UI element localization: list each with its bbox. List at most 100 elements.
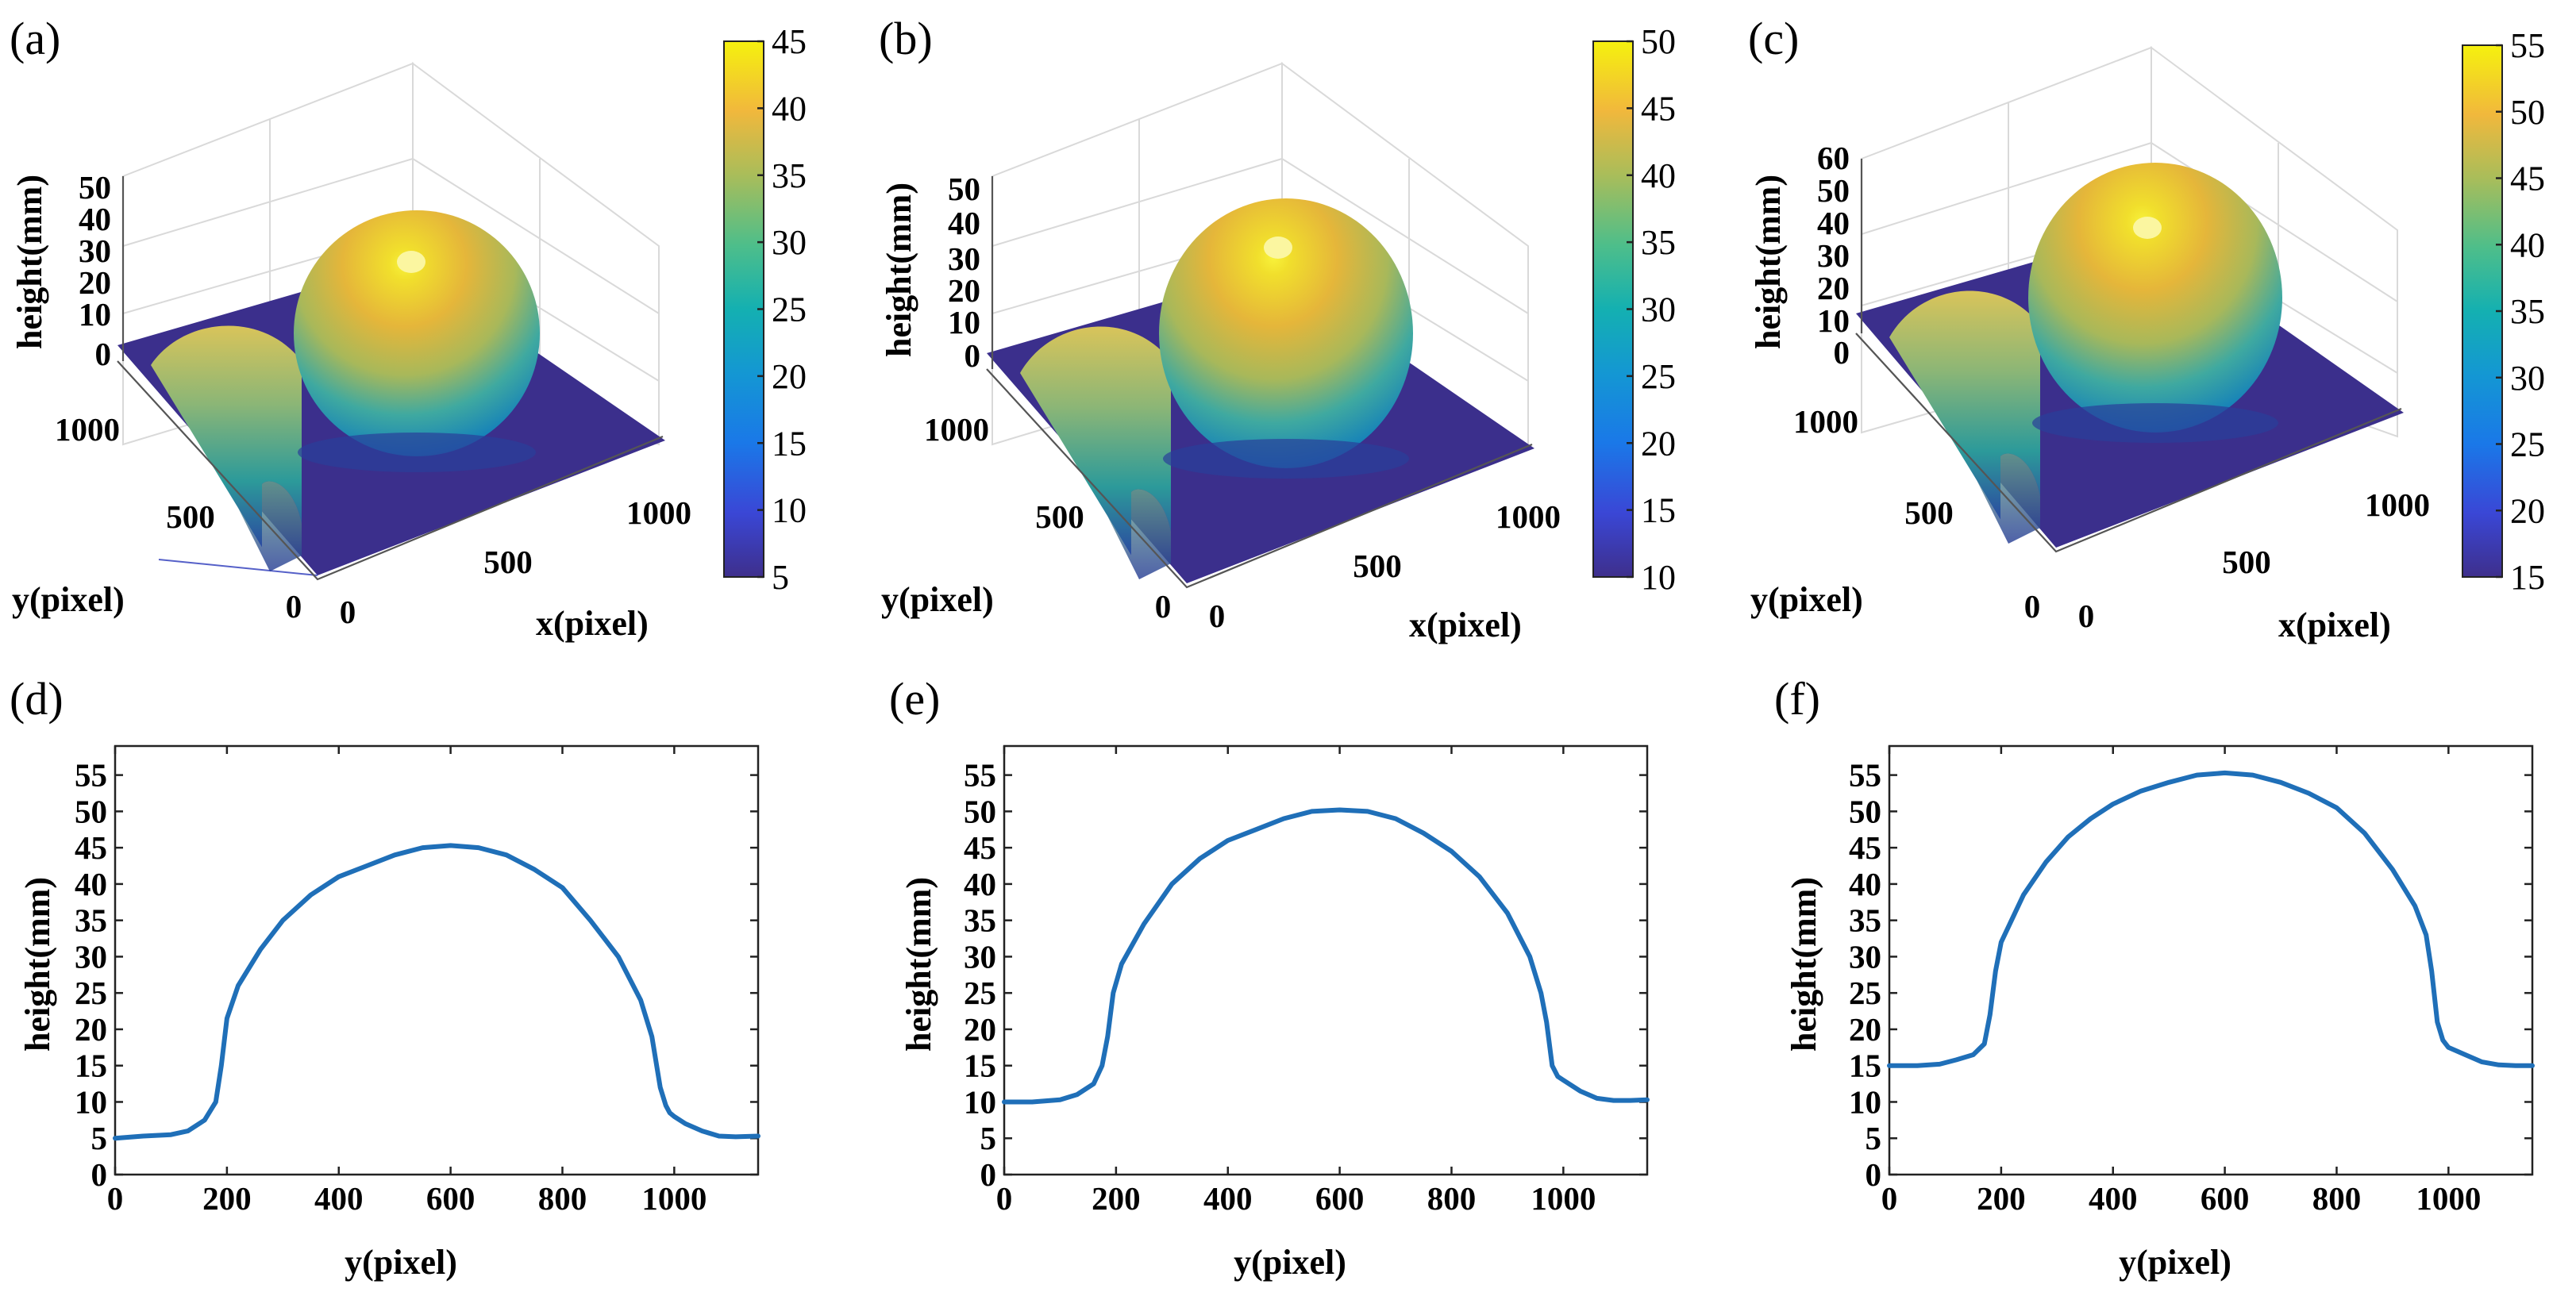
y-tick-label: 30 xyxy=(964,938,996,975)
x-tick-label: 200 xyxy=(1092,1180,1141,1217)
colorbar-tick-label: 10 xyxy=(772,491,807,530)
y-tick: 0 xyxy=(286,588,302,625)
z-tick: 20 xyxy=(948,272,980,309)
x-tick: 1000 xyxy=(1496,498,1561,535)
surface-plot xyxy=(986,62,1534,589)
z-tick: 20 xyxy=(79,264,111,301)
y-tick-label: 15 xyxy=(964,1048,996,1084)
panel-a: (a) 0 10 20 xyxy=(10,13,807,643)
colorbar-tick-label: 15 xyxy=(2510,558,2545,597)
y-tick: 500 xyxy=(1904,494,1954,531)
y-tick-label: 20 xyxy=(964,1011,996,1048)
colorbar: 10 15 20 25 30 35 40 45 50 xyxy=(1592,22,1676,597)
z-axis-title: height(mm) xyxy=(880,183,918,357)
y-tick-label: 55 xyxy=(964,757,996,794)
x-axis-title: x(pixel) xyxy=(1409,606,1522,644)
surface-arch xyxy=(1020,326,1171,556)
x-tick: 0 xyxy=(2078,598,2095,634)
colorbar-ticks: 10 15 20 25 30 35 40 45 50 xyxy=(1627,22,1676,597)
z-axis-title: height(mm) xyxy=(10,175,49,349)
x-axis-title: x(pixel) xyxy=(536,604,649,643)
surface-dome xyxy=(2028,163,2282,433)
y-tick-label: 30 xyxy=(1849,938,1881,975)
surface-plot xyxy=(1855,46,2404,553)
colorbar-tick-label: 35 xyxy=(2510,292,2545,331)
x-tick-label: 1000 xyxy=(641,1180,707,1217)
z-tick: 40 xyxy=(1817,205,1850,241)
colorbar-tick-label: 25 xyxy=(772,290,807,329)
x-tick-label: 200 xyxy=(1977,1180,2026,1217)
x-axis-title: y(pixel) xyxy=(1234,1243,1346,1282)
x-tick: 1000 xyxy=(626,494,691,531)
x-tick-label: 1000 xyxy=(1531,1180,1596,1217)
colorbar-tick-label: 5 xyxy=(772,558,789,597)
colorbar-tick-label: 30 xyxy=(2510,359,2545,398)
y-tick-label: 25 xyxy=(1849,975,1881,1011)
colorbar-tick-label: 40 xyxy=(2510,225,2545,264)
colorbar-tick-label: 10 xyxy=(1641,558,1676,597)
colorbar-tick-label: 45 xyxy=(2510,160,2545,198)
colorbar: 15 20 25 30 35 40 45 50 55 xyxy=(2462,26,2545,597)
y-axis-title: y(pixel) xyxy=(1750,580,1863,619)
x-axis-title: y(pixel) xyxy=(345,1243,457,1282)
height-profile-line xyxy=(1002,807,1650,1105)
y-tick-label: 10 xyxy=(964,1083,996,1120)
z-tick: 40 xyxy=(79,201,111,237)
y-tick-label: 0 xyxy=(980,1156,997,1193)
y-tick-label: 45 xyxy=(1849,829,1881,866)
y-tick-label: 50 xyxy=(75,793,107,829)
colorbar-tick-label: 20 xyxy=(1641,424,1676,463)
y-tick-label: 5 xyxy=(1866,1120,1882,1156)
panel-label: (f) xyxy=(1774,673,1820,725)
y-tick-label: 35 xyxy=(964,902,996,939)
z-tick: 50 xyxy=(1817,172,1850,209)
y-tick-label: 55 xyxy=(1849,757,1881,794)
height-profile-line xyxy=(113,843,760,1141)
x-tick-label: 400 xyxy=(314,1180,364,1217)
colorbar-gradient xyxy=(1592,40,1634,578)
z-axis-title: height(mm) xyxy=(1749,175,1788,349)
colorbar-tick-label: 20 xyxy=(772,357,807,396)
y-tick: 500 xyxy=(1035,498,1084,535)
y-tick: 500 xyxy=(166,498,215,535)
colorbar-tick-label: 50 xyxy=(2510,93,2545,132)
x-tick-label: 200 xyxy=(202,1180,252,1217)
x-ticks: 0 500 1000 xyxy=(1209,498,1561,634)
colorbar-tick-label: 40 xyxy=(1641,156,1676,195)
y-tick-label: 40 xyxy=(1849,866,1881,902)
x-tick-label: 600 xyxy=(426,1180,476,1217)
surface-plot xyxy=(117,62,665,581)
z-ticks: 0 10 20 30 40 50 xyxy=(948,171,980,374)
colorbar-ticks: 15 20 25 30 35 40 45 50 55 xyxy=(2496,26,2545,597)
z-tick: 30 xyxy=(79,233,111,269)
y-tick-label: 25 xyxy=(75,975,107,1011)
y-tick-label: 25 xyxy=(964,975,996,1011)
colorbar-ticks: 5 10 15 20 25 30 35 40 45 xyxy=(757,22,807,597)
x-tick-label: 400 xyxy=(2089,1180,2138,1217)
x-tick-label: 800 xyxy=(1427,1180,1477,1217)
y-axis-title: height(mm) xyxy=(18,877,57,1052)
y-tick-label: 20 xyxy=(75,1011,107,1048)
x-tick: 500 xyxy=(483,544,533,580)
z-tick: 20 xyxy=(1817,270,1850,306)
surface-arch xyxy=(151,325,302,548)
x-axis-title: x(pixel) xyxy=(2278,606,2391,644)
x-tick-label: 800 xyxy=(538,1180,587,1217)
x-tick: 1000 xyxy=(2365,486,2430,523)
y-tick-label: 5 xyxy=(980,1120,997,1156)
y-ticks: 0 500 1000 xyxy=(924,411,1171,625)
y-tick-label: 45 xyxy=(964,829,996,866)
y-tick-label: 5 xyxy=(91,1120,108,1156)
x-tick-label: 600 xyxy=(2201,1180,2250,1217)
z-ticks: 0 10 20 30 40 50 60 xyxy=(1817,140,1850,371)
z-tick: 10 xyxy=(948,304,980,340)
y-axis-title: height(mm) xyxy=(899,877,938,1052)
panel-label: (d) xyxy=(10,673,64,725)
colorbar-tick-label: 25 xyxy=(2510,425,2545,464)
colorbar-gradient xyxy=(2462,44,2503,578)
y-tick-label: 40 xyxy=(964,866,996,902)
y-axis-title: y(pixel) xyxy=(881,580,994,619)
colorbar-tick-label: 55 xyxy=(2510,26,2545,65)
x-tick-label: 0 xyxy=(107,1180,124,1217)
